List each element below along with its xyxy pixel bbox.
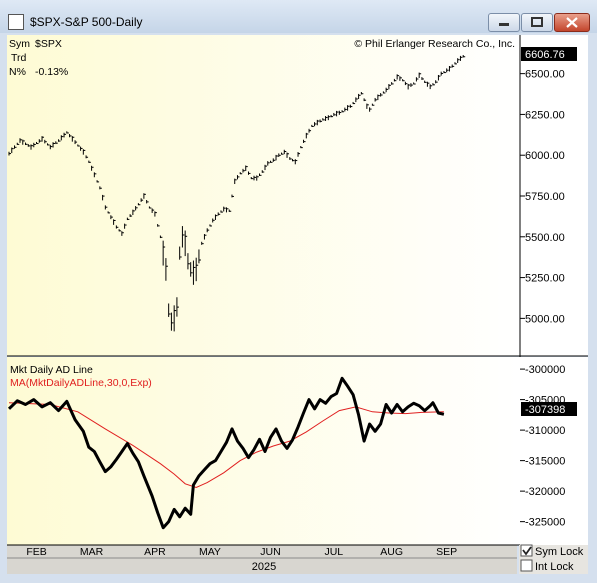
int-lock-label: Int Lock (535, 561, 574, 573)
indicator-title: Mkt Daily AD Line (10, 364, 93, 376)
month-label: JUN (260, 546, 280, 558)
price-tick-label: 5000.00 (525, 313, 565, 325)
ad-last-value-box (521, 402, 577, 416)
price-last-value-box (521, 47, 577, 61)
month-label: MAY (199, 546, 221, 558)
month-label: MAR (80, 546, 104, 558)
window-title: $SPX-S&P 500-Daily (30, 15, 143, 29)
price-axis-area (517, 35, 588, 356)
indicator-tick-label: -300000 (525, 364, 565, 376)
ad-last-value: -307398 (525, 404, 565, 416)
sym-lock-checkbox[interactable]: Sym Lock (520, 544, 584, 558)
ad-line (7, 376, 445, 530)
year-label: 2025 (252, 561, 276, 573)
time-axis (7, 545, 517, 574)
int-lock-checkbox[interactable]: Int Lock (520, 559, 574, 573)
maximize-button[interactable] (521, 13, 553, 32)
checkmark-icon (522, 546, 532, 556)
month-label: FEB (26, 546, 46, 558)
sym-value: $SPX (35, 38, 62, 50)
indicator-tick-label: -325000 (525, 517, 565, 529)
close-button[interactable] (554, 13, 590, 32)
price-tick-label: 5250.00 (525, 273, 565, 285)
sym-label: Sym (9, 38, 30, 50)
indicator-axis-area (517, 357, 588, 545)
sym-lock-label: Sym Lock (535, 546, 584, 558)
copyright-text: © Phil Erlanger Research Co., Inc. (354, 38, 515, 50)
month-label: APR (144, 546, 166, 558)
int-lock-box[interactable] (520, 559, 533, 572)
minimize-icon (499, 23, 509, 26)
title-bar[interactable]: $SPX-S&P 500-Daily (0, 0, 597, 33)
n-percent-label: N% (9, 66, 26, 78)
indicator-tick-label: -310000 (525, 425, 565, 437)
month-label: SEP (436, 546, 457, 558)
app-icon (8, 14, 24, 30)
indicator-tick-label: -315000 (525, 456, 565, 468)
chart-area[interactable]: 6500.00 6250.00 6000.00 5750.00 5500.00 5250.… (7, 33, 588, 574)
minimize-button[interactable] (488, 13, 520, 32)
price-tick-label: 5750.00 (525, 191, 565, 203)
sym-lock-box[interactable] (520, 544, 533, 557)
ma-series-label: MA(MktDailyADLine,30,0,Exp) (10, 377, 152, 389)
price-tick-label: 6000.00 (525, 150, 565, 162)
price-tick-label: 6500.00 (525, 69, 565, 81)
month-label: AUG (380, 546, 403, 558)
price-plot-area[interactable] (7, 35, 517, 356)
month-label: JUL (324, 546, 343, 558)
maximize-icon (531, 17, 543, 27)
n-percent-value: -0.13% (35, 66, 68, 78)
price-tick-label: 5500.00 (525, 232, 565, 244)
price-tick-label: 6250.00 (525, 109, 565, 121)
trd-label: Trd (11, 52, 27, 64)
close-icon (566, 17, 578, 28)
indicator-tick-label: -320000 (525, 486, 565, 498)
price-last-value: 6606.76 (525, 49, 565, 61)
